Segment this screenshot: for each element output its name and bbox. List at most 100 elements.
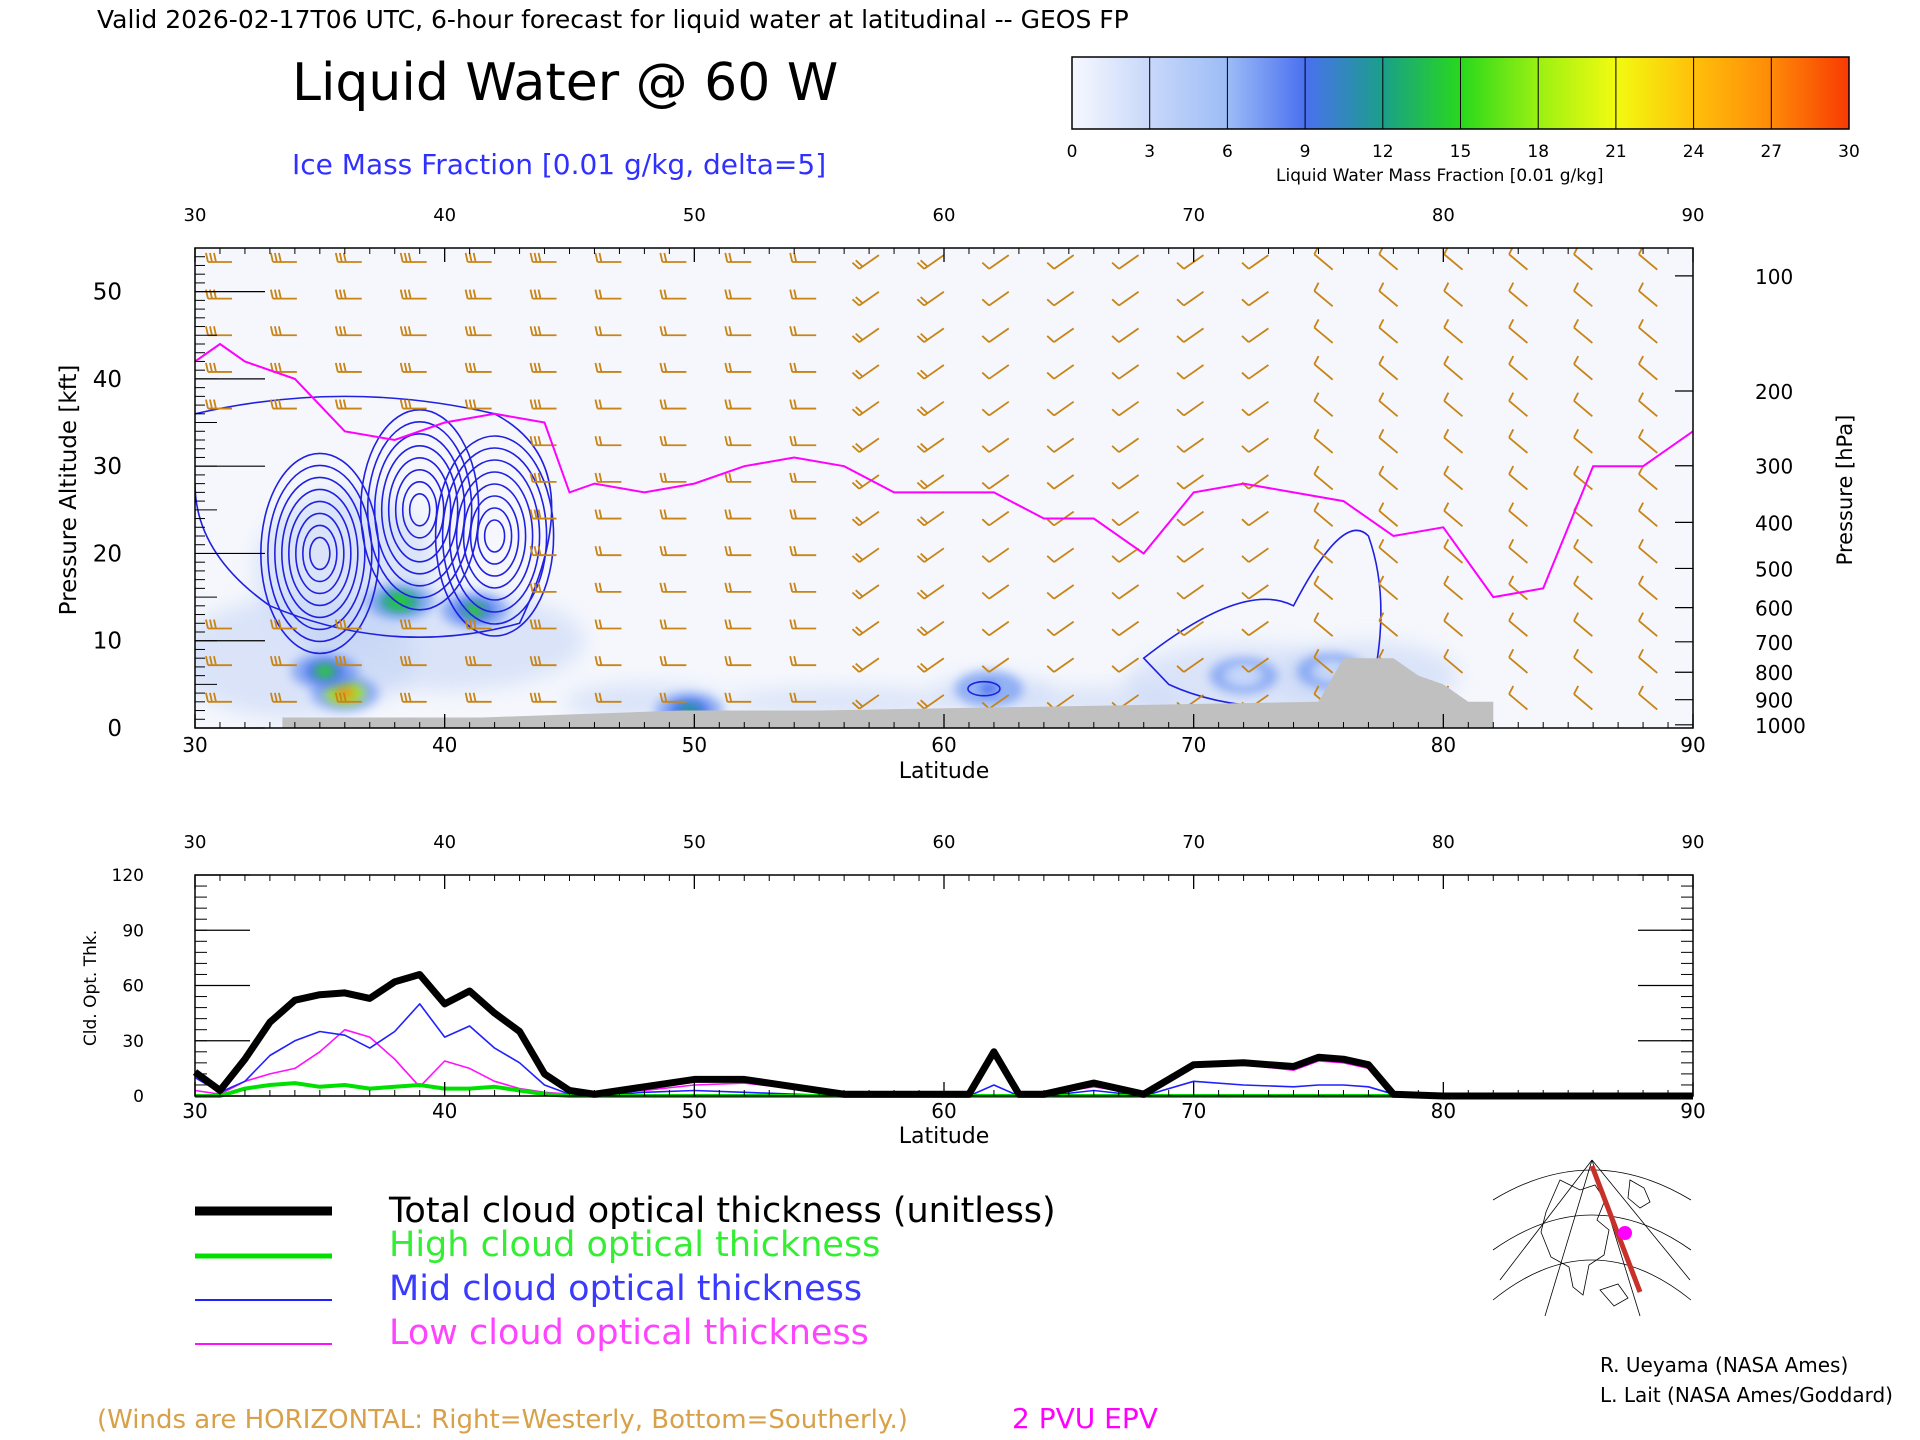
wind-barb [594,436,622,447]
wind-barb [1443,502,1464,527]
top-y-tick-label-left: 20 [93,541,122,567]
wind-barb [724,326,752,337]
wind-barb [724,399,752,410]
credit-2: L. Lait (NASA Ames/Goddard) [1600,1383,1893,1407]
colorbar-ticks: 0 3 6 9 12 15 18 21 24 27 30 [1067,142,1860,162]
wind-barb-feather [468,399,473,409]
colorbar [1071,56,1850,130]
wind-barb [789,326,817,337]
wind-barb-feather [468,692,473,703]
wind-barb-feather [529,619,534,629]
wind-barb-feather [1443,648,1450,658]
wind-barb-shaft [1183,290,1205,307]
wind-barb-shaft [1118,657,1140,673]
wind-barb-shaft [1443,510,1464,527]
wind-barb-shaft [1118,437,1140,453]
wind-barb-shaft [1508,693,1529,711]
wind-barb-feather [334,326,339,336]
wind-barb-feather [338,399,343,409]
wind-barb [270,692,297,703]
wind-barb-feather [1176,261,1185,270]
wind-barb [789,472,817,483]
wind-barb-feather [855,259,864,268]
wind-barb-feather [399,399,404,409]
wind-barb [916,547,945,563]
wind-barb-feather [468,326,473,336]
wind-barb-feather [789,582,794,593]
wind-barb-feather [464,252,469,263]
wind-barb-shaft [1443,326,1464,344]
wind-barb-feather [1573,282,1580,292]
colorbar-tick-label: 21 [1605,142,1627,162]
wind-barb-feather [338,252,343,263]
wind-barb [916,290,945,307]
wind-barb-feather [1443,538,1450,548]
top-y-tick-label-right: 500 [1755,557,1793,581]
wind-barb-shaft [1313,436,1334,454]
wind-barb-feather [270,326,274,336]
wind-barb-feather [464,399,469,409]
wind-barb-shaft [1118,584,1140,600]
bottom-x-tick-label-top: 90 [1682,832,1705,853]
wind-barb-feather [594,399,599,409]
wind-barb [1573,575,1593,601]
top-ylabel-left: Pressure Altitude [kft] [56,365,82,616]
wind-barb-shaft [1508,253,1529,271]
wind-barb [1046,364,1075,380]
wind-barb-shaft [1378,583,1399,601]
wind-barb [1241,400,1269,417]
wind-barb-feather [920,259,929,268]
wind-barb [1111,254,1140,270]
wind-barb-feather [1046,298,1055,307]
wind-barb-shaft [1118,510,1140,527]
wind-barb-feather [920,516,929,524]
wind-barb-shaft [1118,474,1140,490]
wind-barb-feather [472,326,477,336]
wind-barb-shaft [1118,400,1140,417]
wind-barb-feather [916,701,925,710]
wind-barb-feather [1378,392,1385,402]
wind-barb [1176,510,1205,527]
wind-barb-feather [270,655,274,666]
wind-barb-shaft [1443,656,1464,674]
wind-barb-feather [724,362,729,373]
wind-barb-shaft [858,620,880,637]
wind-barb-feather [855,479,864,488]
wind-barb-feather [594,582,599,593]
wind-barb-feather [920,699,929,708]
wind-barb-shaft [1313,510,1334,527]
wind-barb [1508,318,1529,344]
wind-barb-feather [663,436,668,446]
wind-barb-feather [1378,355,1385,365]
wind-barb [1378,248,1399,271]
bottom-y-tick-label: 30 [122,1032,144,1052]
wind-barb-feather [1111,628,1120,637]
wind-barb-shaft [1183,400,1205,417]
wind-barb [1508,538,1529,564]
wind-barb [1443,318,1464,344]
wind-barb-feather [1111,298,1120,307]
wind-barb-feather [1176,445,1185,453]
wind-barb [724,362,752,373]
wind-barb-feather [399,326,404,336]
wind-barb-feather [468,362,473,373]
wind-barb-feather [793,509,798,519]
wind-barb-feather [274,619,278,629]
wind-barb-shaft [858,510,880,527]
wind-barb [1313,392,1334,417]
wind-barb [851,290,880,307]
wind-barb-feather [663,362,668,373]
wind-barb [1638,392,1658,417]
wind-barb [529,362,557,373]
wind-barb-feather [403,619,408,629]
wind-barb-feather [594,692,599,703]
wind-barb [1046,547,1075,563]
wind-barb [1111,364,1140,380]
wind-barb-shaft [858,327,880,343]
colorbar-tick-label: 30 [1838,142,1860,162]
wind-barb-feather [1638,392,1644,402]
wind-barb-feather [1046,481,1055,490]
wind-barb-feather [920,589,929,598]
wind-barb [981,254,1010,270]
wind-barb-feather [342,362,347,373]
